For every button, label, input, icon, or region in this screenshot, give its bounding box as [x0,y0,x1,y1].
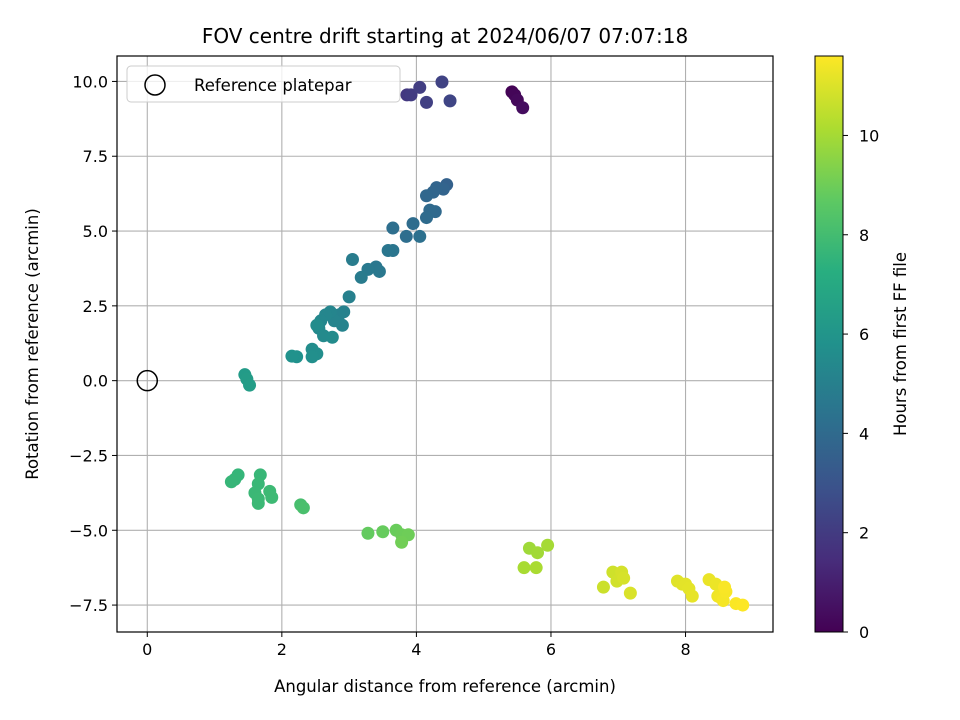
data-point [243,378,257,392]
colorbar-tick-label: 2 [859,524,869,543]
y-tick-label: 0.0 [83,372,108,391]
data-point [617,571,631,585]
data-point [685,589,699,603]
data-point [342,290,356,304]
data-point [419,211,433,225]
y-tick-label: −2.5 [69,446,108,465]
data-point [372,264,386,278]
data-point [285,349,299,363]
x-tick-label: 2 [277,640,287,659]
legend: Reference platepar [126,65,401,103]
data-point [251,496,265,510]
data-point [265,490,279,504]
data-point [296,501,310,515]
plot-frame [116,55,774,633]
data-point [443,94,457,108]
colorbar-tick-label: 4 [859,424,869,443]
data-point [419,189,433,203]
grid [117,56,773,632]
colorbar-tick-label: 0 [859,623,869,642]
data-point [419,95,433,109]
data-point [381,243,395,257]
data-point [354,270,368,284]
chart-title: FOV centre drift starting at 2024/06/07 … [202,24,688,48]
data-point [224,475,238,489]
data-point [531,546,545,560]
y-tick-label: 5.0 [83,222,108,241]
colorbar-label: Hours from first FF file [891,252,910,436]
data-point [386,221,400,235]
data-point [345,252,359,266]
y-tick-label: −5.0 [69,521,108,540]
data-point [517,561,531,575]
data-point [404,88,418,102]
data-point [541,538,555,552]
x-tick-label: 6 [546,640,556,659]
legend-box [126,65,401,103]
y-axis-ticks: −7.5 −5.0 −2.5 0.0 2.5 5.0 7.5 10.0 [69,72,117,615]
data-point [376,525,390,539]
x-axis-ticks: 0 2 4 6 8 [142,632,691,659]
reference-point [136,369,159,392]
data-point [399,229,413,243]
data-point [623,586,637,600]
x-tick-label: 0 [142,640,152,659]
data-point [395,535,409,549]
y-axis-label: Rotation from reference (arcmin) [23,208,42,480]
data-point [736,598,750,612]
y-tick-label: 7.5 [83,147,108,166]
colorbar-tick-label: 8 [859,226,869,245]
data-points [224,75,750,612]
x-axis-label: Angular distance from reference (arcmin) [274,677,616,696]
data-point [516,101,530,115]
x-tick-label: 4 [411,640,421,659]
data-point [435,75,449,89]
legend-marker [144,74,166,96]
colorbar-ticks: 0 2 4 6 8 10 [843,126,879,642]
y-tick-label: 10.0 [72,72,108,91]
data-point [529,561,543,575]
data-point [361,526,375,540]
data-point [413,229,427,243]
data-point [718,580,732,594]
colorbar [814,55,844,633]
legend-entry-reference: Reference platepar [194,76,352,95]
y-tick-label: −7.5 [69,596,108,615]
data-point [406,217,420,231]
colorbar-tick-label: 10 [859,126,879,145]
data-point [310,318,324,332]
y-tick-label: 2.5 [83,297,108,316]
data-point [325,330,339,344]
data-point [413,80,427,94]
data-point [305,350,319,364]
data-point [596,580,610,594]
colorbar-tick-label: 6 [859,325,869,344]
x-tick-label: 8 [680,640,690,659]
